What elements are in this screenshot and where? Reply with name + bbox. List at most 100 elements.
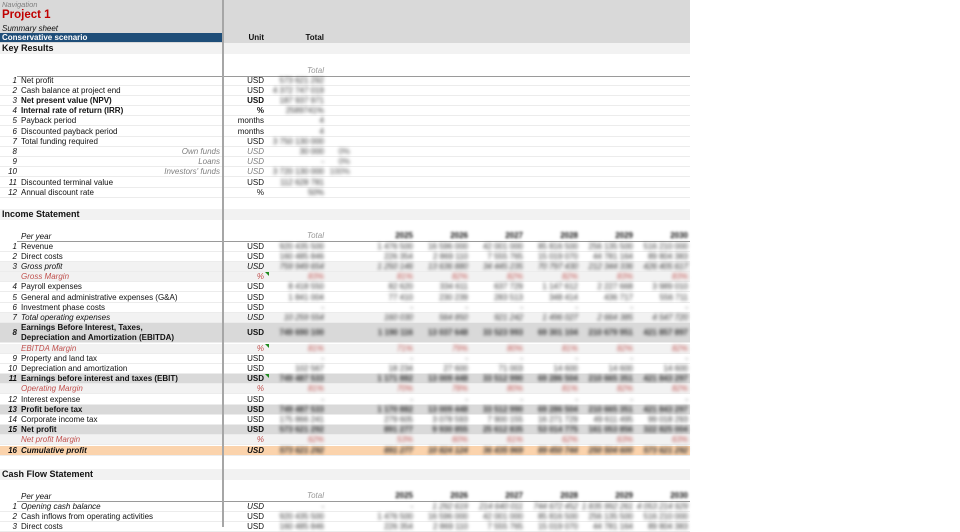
unit-cell: USD <box>247 75 264 85</box>
table-row[interactable]: 6 Discounted payback period months 4 <box>0 127 690 137</box>
comment-flag-icon[interactable] <box>265 272 269 277</box>
row-number: 5 <box>12 292 17 302</box>
value-cell: 759 949 654 <box>279 261 325 271</box>
value-cell: 9 930 855 <box>432 425 468 435</box>
row-number: 6 <box>12 126 17 136</box>
table-row[interactable]: 2 Cash balance at project end USD 4 372 747… <box>0 86 690 96</box>
row-number: 3 <box>12 95 17 105</box>
table-row[interactable]: 8 Own funds USD 30 000 0% <box>0 146 690 158</box>
table-row[interactable]: 4 Payroll expenses USD 8 418 550 82 620 334 6… <box>0 282 690 293</box>
table-row[interactable]: Operating Margin% 81% 70% 78% 80% 81% 82% 82% <box>0 384 690 395</box>
value-cell: 4 547 720 <box>652 312 688 322</box>
value-cell: 921 242 <box>494 312 523 322</box>
year-header: 2025 <box>395 231 413 240</box>
value-cell: - <box>685 394 688 404</box>
row-number: 7 <box>12 312 17 322</box>
value-cell: 8 418 550 <box>288 282 324 292</box>
total-cell: - <box>321 157 324 167</box>
table-row[interactable]: 5 Payback period months 4 <box>0 116 690 127</box>
row-label: Direct costs <box>21 251 63 261</box>
table-row[interactable]: 12 Interest expense USD - - - - - - - <box>0 395 690 405</box>
row-label: Earnings before interest and taxes (EBIT… <box>21 374 178 384</box>
table-row[interactable]: 15 Net profit USD 573 621 292 891 277 9 930 8… <box>0 425 690 436</box>
value-cell: 81% <box>561 343 578 353</box>
value-cell: - <box>410 394 413 404</box>
project-title: Project 1 <box>2 9 51 21</box>
value-cell: - <box>321 302 324 312</box>
unit-column-header: Unit <box>248 33 264 42</box>
unit-cell: % <box>256 435 264 445</box>
comment-flag-icon[interactable] <box>265 374 269 379</box>
value-cell: - <box>520 302 523 312</box>
table-row[interactable]: 6 Investment phase costs USD - - - - - - - <box>0 303 690 313</box>
row-label: Opening cash balance <box>21 501 101 511</box>
table-row[interactable]: Gross Margin% 83% 81% 82% 82% 82% 83% 83% <box>0 272 690 283</box>
row-number: 4 <box>12 282 17 292</box>
value-cell: 78% <box>451 384 468 394</box>
total-cell: 573 621 292 <box>279 75 325 85</box>
year-header: 2025 <box>395 491 413 500</box>
row-label: Cash balance at project end <box>21 85 121 95</box>
value-cell: 42 001 000 <box>482 511 523 521</box>
unit-cell: USD <box>247 261 264 271</box>
table-row[interactable]: 11 Earnings before interest and taxes (EB… <box>0 374 690 385</box>
table-row[interactable]: 10 Investors' funds USD 3 720 130 000 100% <box>0 167 690 178</box>
value-cell: 2 227 668 <box>597 282 633 292</box>
value-cell: 80% <box>506 343 523 353</box>
table-row[interactable]: 1 Revenue USD 920 435 500 1 476 500 16 596 00… <box>0 242 690 252</box>
table-row[interactable]: 9 Property and land tax USD - - - - - - - <box>0 354 690 364</box>
value-cell: 82% <box>561 272 578 282</box>
table-row[interactable]: Net profit Margin% 62% 53% 60% 61% 62% 63% 63% <box>0 435 690 446</box>
table-row[interactable]: 3 Net present value (NPV) USD 187 937 971 <box>0 95 690 107</box>
row-label: Own funds <box>181 146 220 156</box>
value-cell: 212 344 336 <box>588 261 634 271</box>
table-row[interactable]: 9 Loans USD - 0% <box>0 157 690 168</box>
row-number: 2 <box>12 511 17 521</box>
navigation-link[interactable]: Navigation <box>2 0 38 9</box>
table-row[interactable]: 10 Depreciation and amortization USD 102 56… <box>0 364 690 375</box>
row-number: 13 <box>8 404 17 414</box>
row-number: 16 <box>8 445 17 455</box>
table-row[interactable]: 7 Total funding required USD 3 750 130 000 <box>0 137 690 147</box>
table-row[interactable]: 8 Earnings Before Interest, Taxes, Deprec… <box>0 323 690 344</box>
value-cell: 82% <box>671 384 688 394</box>
row-number: 1 <box>12 75 17 85</box>
value-cell: 62% <box>307 435 324 445</box>
unit-cell: USD <box>247 302 264 312</box>
value-cell: 749 487 533 <box>279 404 325 414</box>
value-cell: 79% <box>451 343 468 353</box>
value-cell: 160 030 <box>384 312 413 322</box>
table-row[interactable]: 3 Gross profit USD 759 949 654 1 250 146 13 6… <box>0 261 690 273</box>
value-cell: - <box>465 302 468 312</box>
table-row[interactable]: 4 Internal rate of return (IRR)% 2589741% <box>0 106 690 117</box>
total-cell: 4 372 747 019 <box>272 85 324 95</box>
table-row[interactable]: 1 Opening cash balance USD - - 1 292 619 214 6… <box>0 502 690 512</box>
row-label: Internal rate of return (IRR) <box>21 106 124 116</box>
table-row[interactable]: 2 Direct costs USD 160 485 846 226 354 2 869 … <box>0 252 690 262</box>
table-row[interactable]: 12 Annual discount rate% 50% <box>0 188 690 198</box>
table-row[interactable]: 13 Profit before tax USD 749 487 533 1 170 8… <box>0 404 690 415</box>
row-label: General and administrative expenses (G&A… <box>21 292 178 302</box>
value-cell: 10 824 124 <box>427 445 468 455</box>
table-row[interactable]: EBITDA Margin% 81% 71% 79% 80% 81% 82% 82% <box>0 343 690 354</box>
value-cell: 160 485 846 <box>279 521 325 531</box>
table-row[interactable]: 7 Total operating expenses USD 10 259 554 16… <box>0 312 690 324</box>
value-cell: 279 605 <box>384 414 413 424</box>
table-row[interactable]: 5 General and administrative expenses (G&… <box>0 293 690 303</box>
row-label: Cumulative profit <box>21 445 87 455</box>
value-cell: 744 672 452 <box>533 501 579 511</box>
row-number: 5 <box>12 116 17 126</box>
unit-cell: USD <box>247 445 264 455</box>
table-row[interactable]: 1 Net profit USD 573 621 292 <box>0 76 690 86</box>
table-row[interactable]: 2 Cash inflows from operating activities U… <box>0 512 690 522</box>
comment-flag-icon[interactable] <box>265 343 269 348</box>
scenario-bar[interactable]: Conservative scenario <box>0 33 222 42</box>
value-cell: 1 190 116 <box>377 328 413 338</box>
value-cell: - <box>410 353 413 363</box>
table-row[interactable]: 11 Discounted terminal value USD 112 628 78… <box>0 178 690 188</box>
table-row[interactable]: 16 Cumulative profit USD 573 621 292 891 277… <box>0 445 690 456</box>
table-row[interactable]: 14 Corporate income tax USD 175 866 241 279 … <box>0 414 690 426</box>
value-cell: - <box>465 353 468 363</box>
unit-cell: USD <box>247 146 264 156</box>
unit-cell: USD <box>247 501 264 511</box>
